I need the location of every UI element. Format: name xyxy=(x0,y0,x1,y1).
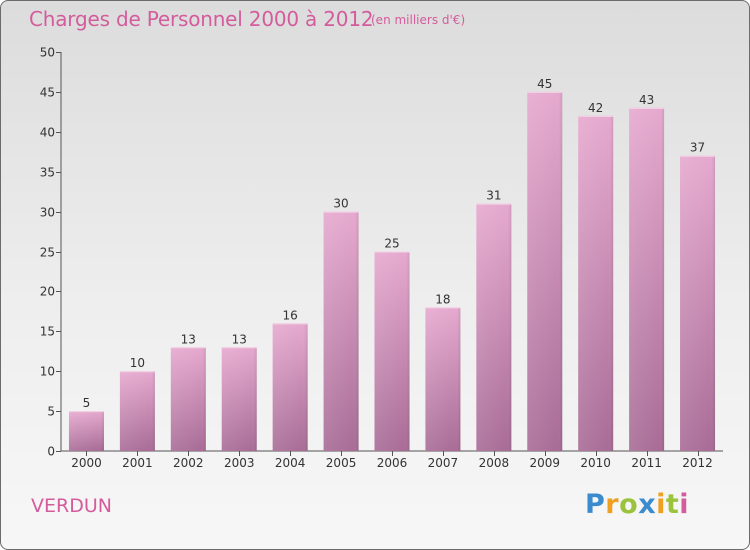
bar-shade xyxy=(68,411,104,451)
logo-letter: r xyxy=(605,489,620,520)
x-tick-label: 2009 xyxy=(529,456,560,470)
logo-letter: i xyxy=(656,489,666,520)
y-tick-label: 15 xyxy=(40,325,55,339)
chart-title: Charges de Personnel 2000 à 2012 xyxy=(29,7,374,31)
chart-subtitle: (en milliers d'€) xyxy=(371,13,466,27)
data-label: 37 xyxy=(690,141,705,155)
x-tick-label: 2008 xyxy=(479,456,510,470)
y-tick-label: 25 xyxy=(40,246,55,260)
data-label: 30 xyxy=(333,197,348,211)
bar-shade xyxy=(425,307,461,451)
x-tick-label: 2001 xyxy=(122,456,153,470)
bar-shade xyxy=(629,107,665,452)
data-label: 31 xyxy=(486,189,501,203)
data-label: 13 xyxy=(232,332,247,346)
y-tick-label: 10 xyxy=(40,365,55,379)
x-tick-label: 2004 xyxy=(275,456,306,470)
data-label: 5 xyxy=(83,396,91,410)
x-tick-label: 2005 xyxy=(326,456,357,470)
bar-shade xyxy=(680,155,716,452)
x-tick-label: 2010 xyxy=(580,456,611,470)
x-tick-label: 2000 xyxy=(71,456,102,470)
logo-letter: o xyxy=(619,489,639,520)
y-tick-label: 30 xyxy=(40,206,55,220)
x-tick-label: 2007 xyxy=(428,456,459,470)
bar-shade xyxy=(119,371,155,451)
logo-letter: t xyxy=(665,489,680,520)
logo-letter: x xyxy=(638,489,657,520)
data-label: 13 xyxy=(181,332,196,346)
y-tick-label: 45 xyxy=(40,86,55,100)
x-tick-label: 2002 xyxy=(173,456,204,470)
data-label: 18 xyxy=(435,292,450,306)
bar-shade xyxy=(221,347,257,451)
y-tick-label: 50 xyxy=(40,46,55,60)
x-tick-label: 2003 xyxy=(224,456,255,470)
y-tick-label: 35 xyxy=(40,166,55,180)
data-label: 45 xyxy=(537,77,552,91)
bar-shade xyxy=(476,203,512,451)
logo-letter: i xyxy=(679,489,690,520)
data-label: 10 xyxy=(130,356,145,370)
labels: 0 5 10 15 20 25 30 35 40 45 50 2000 5 2001 10 2002 13 200… xyxy=(40,46,713,471)
bar-shade xyxy=(323,211,359,451)
data-label: 43 xyxy=(639,93,654,107)
y-tick-label: 5 xyxy=(47,405,55,419)
proxiti-logo: Proxiti xyxy=(585,489,689,520)
logo-letter: P xyxy=(585,489,606,520)
bar-shade xyxy=(578,115,614,451)
x-tick-label: 2006 xyxy=(377,456,408,470)
data-label: 25 xyxy=(384,237,399,251)
bar-shade xyxy=(374,251,410,451)
y-tick-label: 20 xyxy=(40,285,55,299)
y-tick-label: 40 xyxy=(40,126,55,140)
bars xyxy=(68,91,716,452)
commune-name: VERDUN xyxy=(31,495,112,517)
bar-shade xyxy=(170,347,206,451)
y-tick-label: 0 xyxy=(47,445,55,459)
data-label: 42 xyxy=(588,101,603,115)
bar-shade xyxy=(272,323,308,451)
x-tick-label: 2011 xyxy=(631,456,662,470)
data-label: 16 xyxy=(283,308,298,322)
x-tick-label: 2012 xyxy=(682,456,713,470)
bar-shade xyxy=(527,91,563,452)
